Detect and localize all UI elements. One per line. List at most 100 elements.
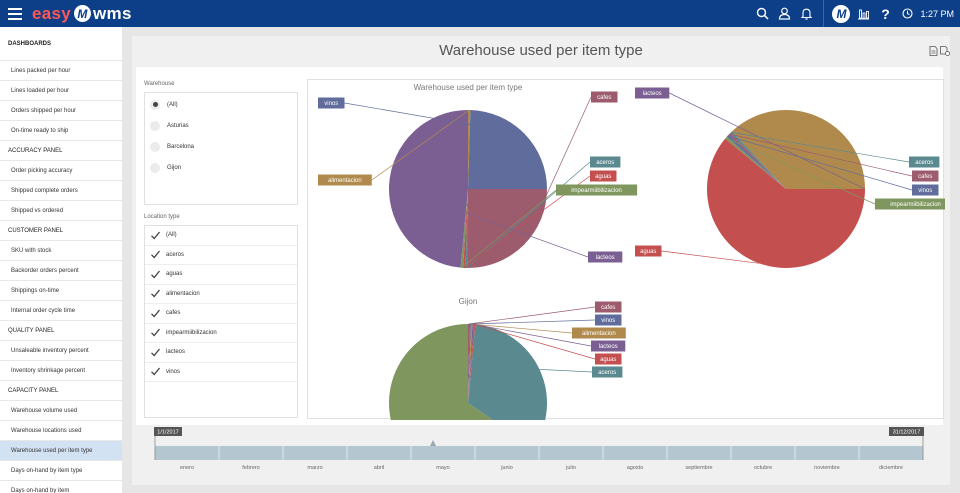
checkmark-icon — [150, 366, 161, 377]
sidebar-item-unsaleable-inventory-percent[interactable]: Unsaleable inventory percent — [0, 341, 122, 361]
pie-slice-aceros — [465, 189, 468, 268]
sidebar-item-shipped-vs-ordered[interactable]: Shipped vs ordered — [0, 201, 122, 221]
sidebar-item-orders-shipped-per-hour[interactable]: Orders shipped per hour — [0, 101, 122, 121]
timeline-end-badge — [889, 427, 924, 436]
callout-box-vinos — [595, 314, 622, 326]
sidebar-item-warehouse-volume-used[interactable]: Warehouse volume used — [0, 401, 122, 421]
callout-line-aceros — [466, 161, 591, 269]
checkmark-icon — [150, 230, 161, 241]
date-range-slider[interactable]: 1/1/2017 31/12/2017 enero febrero marzo abril… — [152, 427, 928, 481]
callout-label-vinos: vinos — [601, 318, 615, 324]
sidebar-item-on-time-ready-to-ship[interactable]: On-time ready to ship — [0, 121, 122, 141]
callout-line-alimentacion — [471, 323, 573, 334]
sidebar-item-sku-with-stock[interactable]: SKU with stock — [0, 241, 122, 261]
logo-wms: wms — [93, 3, 132, 23]
callout-box-cafes — [591, 91, 618, 103]
location-option-label: vinos — [166, 368, 181, 375]
warehouse-option-label: (All) — [167, 101, 178, 108]
pie-slice-alimentacion — [468, 110, 471, 189]
menu-icon[interactable] — [8, 7, 22, 20]
export-pdf-icon[interactable] — [928, 46, 938, 56]
sidebar-item-lines-loaded-per-hour[interactable]: Lines loaded per hour — [0, 81, 122, 101]
timeline-month-mayo: mayo — [436, 465, 449, 471]
page-title: Warehouse used per item type — [439, 42, 643, 59]
callout-box-vinos — [318, 97, 345, 109]
sidebar-item-warehouse-used-per-item-type[interactable]: Warehouse used per item type — [0, 441, 122, 461]
timeline-month-junio: junio — [500, 465, 513, 471]
sidebar-item-backorder-orders-percent[interactable]: Backorder orders percent — [0, 261, 122, 281]
callout-line-lacteos — [473, 323, 592, 347]
callout-label-aguas: aguas — [600, 357, 616, 363]
help-icon[interactable]: ? — [881, 5, 890, 22]
sidebar-item-internal-order-cycle-time[interactable]: Internal order cycle time — [0, 301, 122, 321]
radio-icon — [150, 162, 160, 173]
location-option-aceros[interactable]: aceros — [145, 246, 297, 265]
location-option-lacteos[interactable]: lacteos — [145, 343, 297, 363]
chart-icon[interactable] — [852, 0, 874, 27]
callout-box-aguas — [595, 353, 622, 365]
timeline-month-abril: abril — [374, 465, 384, 471]
app-logo[interactable]: easy M wms — [32, 4, 132, 24]
timeline-month-febrero: febrero — [242, 465, 259, 471]
warehouse-option-barcelona[interactable]: Barcelona — [145, 136, 297, 157]
callout-line-lacteos — [669, 92, 866, 190]
callout-label-alimentacion: alimentacion — [582, 331, 616, 337]
callout-line-cafes — [729, 133, 913, 177]
sidebar-item-inventory-shrinkage-percent[interactable]: Inventory shrinkage percent — [0, 361, 122, 381]
warehouse-option-all[interactable]: (All) — [145, 94, 297, 115]
pie-slice-cafes — [468, 324, 470, 403]
callout-label-aceros: aceros — [596, 160, 614, 166]
pie-slice-lacteos — [388, 110, 468, 268]
search-icon[interactable] — [751, 0, 773, 27]
location-option-label: aguas — [166, 271, 183, 278]
timeline-start-label: 1/1/2017 — [157, 430, 178, 436]
timeline-end-label: 31/12/2017 — [893, 430, 921, 436]
pie-slice-impearmiibilizacion — [460, 189, 468, 268]
location-option-all[interactable]: (All) — [145, 226, 297, 246]
callout-label-lacteos: lacteos — [596, 255, 615, 261]
main-content: Warehouse used per item type Warehouse (… — [132, 36, 950, 485]
pie-slice-alimentacion — [468, 324, 473, 403]
sidebar-item-days-on-hand-by-item-type[interactable]: Days on-hand by item type — [0, 461, 122, 481]
callout-line-aceros — [539, 369, 593, 373]
callout-line-vinos — [344, 102, 525, 135]
location-option-impearmiibilizacion[interactable]: impearmiibilizacion — [145, 324, 297, 343]
timeline-month-enero: enero — [180, 465, 194, 471]
pie-title: Warehouse used per item type — [414, 83, 523, 92]
callout-label-cafes: cafes — [601, 305, 615, 311]
sidebar-item-warehouse-locations-used[interactable]: Warehouse locations used — [0, 421, 122, 441]
sidebar-item-shipped-complete-orders[interactable]: Shipped complete orders — [0, 181, 122, 201]
bell-icon[interactable] — [795, 0, 817, 27]
warehouse-option-asturias[interactable]: Asturias — [145, 115, 297, 136]
sidebar-item-lines-packed-per-hour[interactable]: Lines packed per hour — [0, 61, 122, 81]
sidebar: DASHBOARDS Lines packed per hour Lines loa… — [0, 27, 122, 493]
radio-icon — [150, 141, 160, 152]
company-logo[interactable]: M — [830, 0, 852, 27]
pie-slice-vinos — [468, 110, 547, 189]
export-excel-icon[interactable] — [940, 46, 950, 56]
location-option-aguas[interactable]: aguas — [145, 265, 297, 285]
callout-box-lacteos — [588, 251, 623, 263]
timeline-month-agosto: agosto — [627, 465, 644, 471]
location-option-cafes[interactable]: cafes — [145, 304, 297, 324]
sidebar-item-shippings-on-time[interactable]: Shippings on-time — [0, 281, 122, 301]
pie-slice-alimentacion — [731, 110, 865, 189]
callout-label-cafes: cafes — [918, 174, 932, 180]
callout-box-aceros — [590, 156, 621, 168]
sidebar-section-accuracy-panel: ACCURACY PANEL — [0, 141, 122, 161]
sidebar-section-customer-panel: CUSTOMER PANEL — [0, 221, 122, 241]
callout-line-vinos — [727, 135, 913, 191]
warehouse-option-gijon[interactable]: Gijon — [145, 157, 297, 178]
sidebar-section-capacity-panel: CAPACITY PANEL — [0, 381, 122, 401]
sidebar-item-days-on-hand-by-item[interactable]: Days on-hand by item — [0, 481, 122, 493]
user-icon[interactable] — [773, 0, 795, 27]
location-option-label: alimentacion — [166, 290, 200, 297]
location-option-vinos[interactable]: vinos — [145, 363, 297, 382]
pie-slice-aguas — [463, 189, 468, 268]
callout-label-aguas: aguas — [595, 174, 611, 180]
callout-line-aguas — [661, 250, 760, 264]
location-option-alimentacion[interactable]: alimentacion — [145, 285, 297, 304]
callout-label-lacteos: lacteos — [643, 91, 662, 97]
location-filter: (All) aceros aguas alimentacion cafes impearm… — [144, 225, 298, 418]
sidebar-item-order-picking-accuracy[interactable]: Order picking accuracy — [0, 161, 122, 181]
